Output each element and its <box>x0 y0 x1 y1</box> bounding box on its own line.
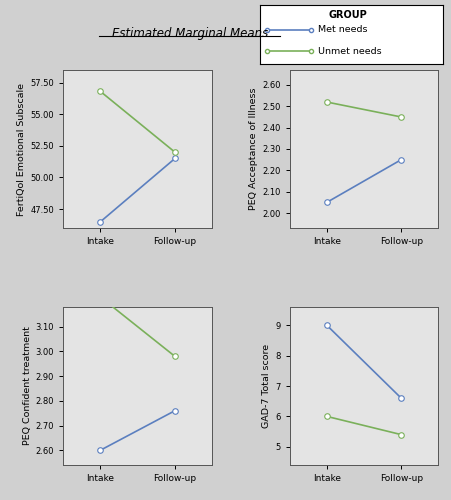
Text: Met needs: Met needs <box>318 26 367 35</box>
Y-axis label: FertiQol Emotional Subscale: FertiQol Emotional Subscale <box>17 82 26 216</box>
Y-axis label: PEQ Confident treatment: PEQ Confident treatment <box>23 326 32 446</box>
Y-axis label: PEQ Acceptance of Illness: PEQ Acceptance of Illness <box>249 88 258 210</box>
Text: Unmet needs: Unmet needs <box>318 46 381 56</box>
Y-axis label: GAD-7 Total score: GAD-7 Total score <box>262 344 271 428</box>
Text: GROUP: GROUP <box>328 10 366 20</box>
Text: Estimated Marginal Means: Estimated Marginal Means <box>111 28 267 40</box>
